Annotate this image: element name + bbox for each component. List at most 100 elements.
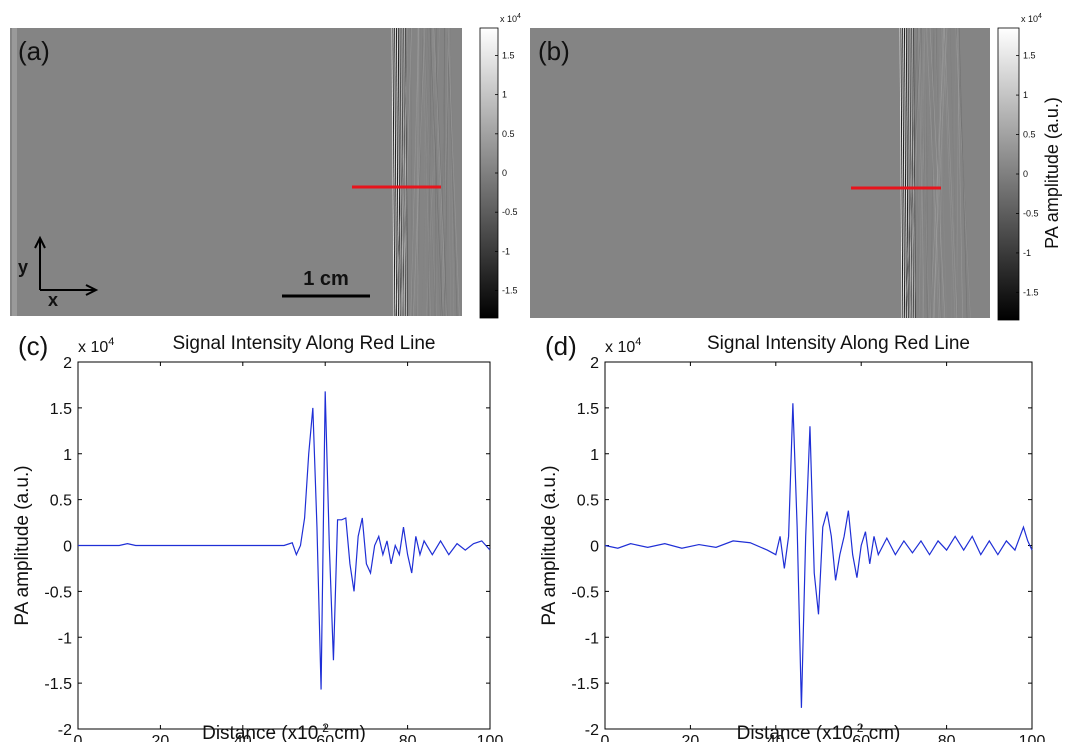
y-tick-label: 2 <box>63 355 72 372</box>
y-tick-label: -1.5 <box>571 676 599 693</box>
axis-multiplier: x 104 <box>605 336 641 356</box>
y-tick-label: 0 <box>590 539 599 556</box>
colorbar-multiplier: x 104 <box>1021 13 1042 24</box>
wavefront <box>899 27 903 319</box>
chart-title: Signal Intensity Along Red Line <box>707 333 970 354</box>
ripple <box>939 27 949 319</box>
y-tick-label: -1 <box>585 630 599 647</box>
wavefront <box>905 27 909 319</box>
ripple <box>942 27 956 319</box>
wavefront <box>903 27 907 319</box>
x-tick-label: 20 <box>152 733 170 742</box>
x-tick-label: 40 <box>234 733 252 742</box>
x-axis-label: Distance (x10-2 cm) <box>202 721 366 742</box>
x-tick-label: 0 <box>601 733 610 742</box>
y-tick-label: 0.5 <box>50 493 72 510</box>
ripple <box>944 27 958 319</box>
x-axis-label: Distance (x10-2 cm) <box>737 721 901 742</box>
ripple <box>930 27 935 319</box>
ripple <box>929 27 946 319</box>
ripple <box>909 27 922 319</box>
x-tick-label: 40 <box>767 733 785 742</box>
wavefront <box>910 27 914 319</box>
ripple <box>949 27 958 319</box>
wavefront <box>911 27 915 319</box>
wavefront <box>401 27 405 317</box>
wavefront <box>404 27 408 317</box>
ripple <box>447 27 460 317</box>
y-tick-label: 1.5 <box>50 401 72 418</box>
data-line <box>78 391 491 690</box>
wavefront <box>392 27 396 317</box>
ripple <box>432 27 445 317</box>
colorbar-tick-label: -1 <box>1023 248 1031 258</box>
colorbar-tick-label: 1.5 <box>502 50 515 60</box>
ripple <box>449 27 455 317</box>
x-tick-label: 80 <box>938 733 956 742</box>
colorbar-tick-label: 1.5 <box>1023 51 1036 61</box>
colorbar-label: PA amplitude (a.u.) <box>1042 97 1062 249</box>
x-tick-label: 60 <box>316 733 334 742</box>
axis-arrows <box>34 235 99 296</box>
y-axis-label: PA amplitude (a.u.) <box>12 465 33 625</box>
ripple <box>921 27 925 319</box>
colorbar-tick-label: -0.5 <box>502 207 518 217</box>
chart-title: Signal Intensity Along Red Line <box>172 333 435 354</box>
y-tick-label: -1 <box>58 630 72 647</box>
ripple <box>956 27 960 319</box>
x-tick-label: 20 <box>682 733 700 742</box>
x-tick-label: 100 <box>477 733 504 742</box>
scale-bar-label: 1 cm <box>303 268 349 290</box>
colorbar-tick-label: 1 <box>502 90 507 100</box>
ripple <box>434 27 437 317</box>
edge-band <box>12 28 17 316</box>
wavefront <box>399 27 403 317</box>
colorbar <box>997 27 1020 321</box>
ripple <box>904 27 918 319</box>
multiplier-exp: 4 <box>635 336 641 348</box>
panel-label: (c) <box>18 331 48 361</box>
ripple <box>956 27 963 319</box>
wavefront <box>902 27 906 319</box>
multiplier-base: x 10 <box>500 14 517 24</box>
colorbar-tick-label: 0.5 <box>1023 130 1036 140</box>
wavefront <box>901 27 905 319</box>
colorbar-tick-label: 0 <box>1023 169 1028 179</box>
x-label-part: Distance (x10 <box>202 723 318 742</box>
y-tick-label: 0 <box>63 539 72 556</box>
wavefront <box>397 27 401 317</box>
panel-label: (b) <box>538 36 570 66</box>
ripple <box>933 27 944 319</box>
y-tick-label: 1.5 <box>577 401 599 418</box>
y-tick-label: -0.5 <box>44 584 72 601</box>
panel-label: (d) <box>545 331 577 361</box>
image-panel-a: (a) 1.5 1 0.5 0 -0.5 -1 -1.5 x 104 1 cm yx <box>10 13 521 319</box>
multiplier-exp: 4 <box>108 336 114 348</box>
x-tick-label: 0 <box>74 733 83 742</box>
wavefront <box>394 27 398 317</box>
x-tick-label: 60 <box>852 733 870 742</box>
ripple <box>926 27 939 319</box>
ripple <box>410 27 420 317</box>
multiplier-base: x 10 <box>78 339 108 356</box>
ripple <box>422 27 427 317</box>
wavefront <box>395 27 399 317</box>
ripple <box>926 27 943 319</box>
wavefront <box>913 27 916 319</box>
wavefront <box>908 27 912 319</box>
ripple <box>434 27 448 317</box>
ripple <box>441 27 448 317</box>
colorbar-tick-label: 1 <box>1023 90 1028 100</box>
wavefront <box>393 27 397 317</box>
ripple <box>422 27 433 317</box>
ripple <box>399 27 409 317</box>
y-tick-label: 1 <box>590 447 599 464</box>
ripple <box>395 27 409 317</box>
ripple <box>958 27 968 319</box>
multiplier-exp: 4 <box>1038 13 1042 20</box>
ripple <box>924 27 927 319</box>
y-axis-label: PA amplitude (a.u.) <box>539 465 560 625</box>
ripple <box>418 27 422 317</box>
